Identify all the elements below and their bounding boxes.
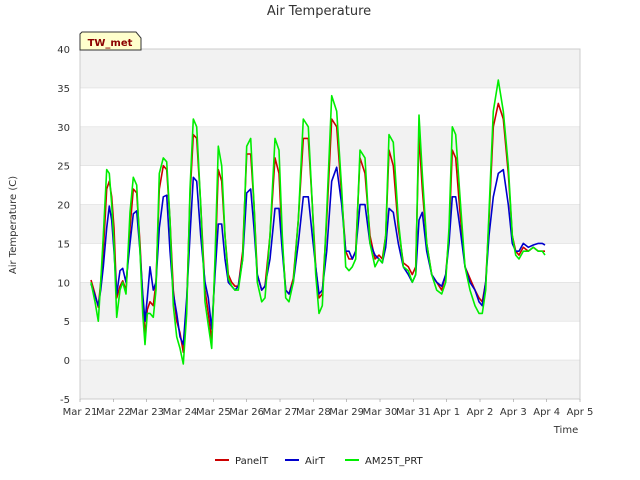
plot-area-border <box>79 48 581 400</box>
x-tick-label: Apr 3 <box>500 407 527 418</box>
legend: PanelT AirT AM25T_PRT <box>215 456 424 467</box>
x-tick-label: Mar 27 <box>263 407 298 418</box>
x-tick-label: Mar 28 <box>296 407 331 418</box>
y-axis-ticks: -5 0 5 10 15 20 25 30 35 40 <box>57 45 70 406</box>
x-tick-label: Mar 29 <box>329 407 364 418</box>
x-tick-label: Mar 26 <box>229 407 264 418</box>
y-tick-label: 40 <box>57 45 70 56</box>
site-badge: TW_met <box>79 31 142 51</box>
legend-label: PanelT <box>235 456 269 467</box>
y-tick-label: 35 <box>57 84 70 95</box>
y-tick-label: 5 <box>64 317 70 328</box>
legend-label: AirT <box>305 456 326 467</box>
x-tick-label: Mar 30 <box>363 407 398 418</box>
x-tick-label: Mar 24 <box>163 407 198 418</box>
x-tick-label: Apr 2 <box>467 407 494 418</box>
x-tick-label: Mar 21 <box>63 407 98 418</box>
y-tick-label: 20 <box>57 201 70 212</box>
y-axis-title: Air Temperature (C) <box>8 176 19 274</box>
x-tick-label: Apr 4 <box>533 407 560 418</box>
x-tick-label: Apr 5 <box>567 407 594 418</box>
series-layer <box>90 79 546 365</box>
y-tick-label: 30 <box>57 123 70 134</box>
legend-label: AM25T_PRT <box>365 456 424 467</box>
series-line-am25t-prt <box>90 79 546 365</box>
x-tick-label: Apr 1 <box>433 407 460 418</box>
site-badge-text: TW_met <box>88 38 133 49</box>
chart-title: Air Temperature <box>267 4 371 19</box>
background-band <box>80 282 580 322</box>
x-axis-title: Time <box>553 425 578 436</box>
y-tick-label: 25 <box>57 162 70 173</box>
background-band <box>80 49 580 88</box>
y-tick-label: 0 <box>64 356 70 367</box>
x-tick-label: Mar 23 <box>129 407 164 418</box>
y-tick-label: -5 <box>60 395 70 406</box>
x-tick-label: Mar 31 <box>396 407 431 418</box>
x-tick-label: Mar 25 <box>196 407 231 418</box>
x-tick-label: Mar 22 <box>96 407 131 418</box>
site-badge-shape <box>79 31 142 51</box>
y-tick-label: 15 <box>57 239 70 250</box>
y-tick-label: 10 <box>57 278 70 289</box>
background-band <box>80 360 580 399</box>
background-bands <box>80 49 580 399</box>
